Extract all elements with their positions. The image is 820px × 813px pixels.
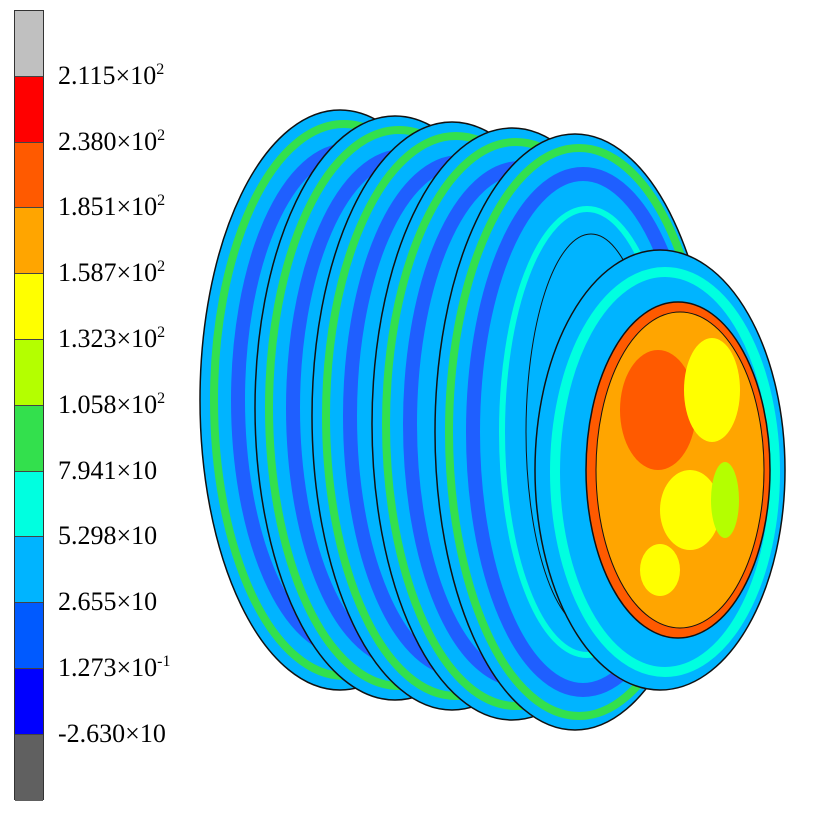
legend-value-exponent: 2 — [157, 126, 166, 144]
legend-value-exponent: -1 — [157, 653, 171, 670]
stress-zone-yellow — [660, 470, 720, 550]
legend-swatch — [15, 405, 43, 472]
legend-value-mantissa: 5.298×10 — [58, 521, 158, 551]
stress-zone-yellow — [640, 544, 680, 596]
legend-value-mantissa: 1.058×10 — [58, 389, 158, 419]
legend-value-label: 1.273×10-1 — [58, 653, 171, 682]
legend-value-label: 1.323×102 — [58, 324, 166, 353]
legend-swatch — [15, 471, 43, 538]
legend-swatch — [15, 76, 43, 143]
legend-value-label: -2.630×10 — [58, 718, 166, 748]
legend-swatch — [15, 208, 43, 275]
legend-value-label: 2.115×102 — [58, 60, 165, 90]
legend-value-mantissa: -2.630×10 — [58, 718, 166, 748]
legend-value-exponent: 2 — [157, 324, 166, 341]
bellows-stress-contour — [199, 109, 786, 731]
legend-swatch — [15, 11, 43, 77]
legend-swatch — [15, 142, 43, 209]
legend-value-mantissa: 2.380×10 — [58, 126, 158, 156]
legend-value-mantissa: 1.273×10 — [58, 653, 158, 682]
end-cap-cyan-band — [550, 267, 780, 677]
stress-zone-green — [711, 462, 739, 538]
bellows-end-cap — [534, 249, 786, 691]
legend-value-mantissa: 1.323×10 — [58, 324, 158, 353]
legend-value-exponent: 2 — [157, 258, 166, 276]
legend-swatch — [15, 603, 43, 669]
stress-zone-yellow — [684, 338, 740, 442]
legend-value-label: 5.298×10 — [58, 523, 157, 549]
legend-value-mantissa: 7.941×10 — [58, 455, 158, 485]
legend-value-label: 2.380×102 — [58, 126, 166, 156]
end-cap-face — [595, 311, 765, 629]
legend-swatch — [15, 537, 43, 604]
color-legend-bar — [14, 10, 44, 801]
legend-value-label: 2.655×10 — [58, 589, 157, 615]
legend-value-mantissa: 1.851×10 — [58, 192, 158, 222]
legend-swatch — [15, 340, 43, 406]
legend-value-exponent: 2 — [156, 60, 165, 78]
legend-swatch — [15, 734, 43, 801]
legend-swatch — [15, 274, 43, 340]
legend-value-label: 1.851×102 — [58, 192, 166, 222]
stress-hotspot-red — [620, 350, 696, 470]
legend-value-exponent: 2 — [157, 192, 166, 210]
legend-value-label: 1.587×102 — [58, 258, 166, 288]
legend-swatch — [15, 669, 43, 735]
legend-value-label: 7.941×10 — [58, 455, 158, 485]
legend-value-label: 1.058×102 — [58, 389, 166, 419]
legend-value-exponent: 2 — [157, 389, 166, 407]
legend-value-mantissa: 2.115×10 — [58, 60, 157, 90]
legend-value-mantissa: 2.655×10 — [58, 587, 158, 617]
legend-value-mantissa: 1.587×10 — [58, 258, 158, 288]
